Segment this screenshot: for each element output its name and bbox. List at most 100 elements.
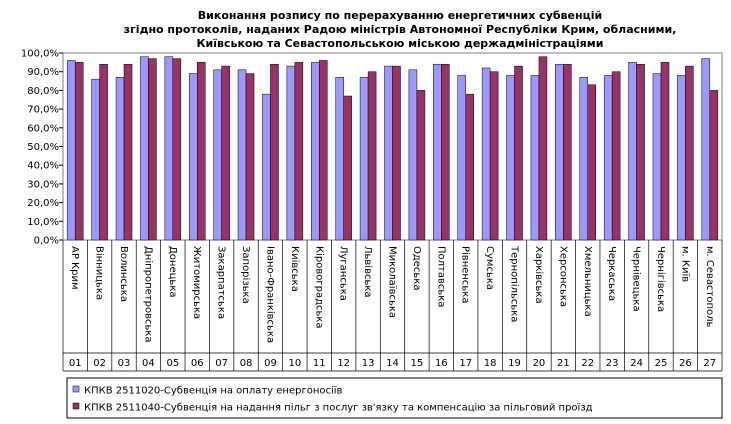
- bar: [91, 78, 100, 241]
- x-tick-label: Донецька: [167, 246, 178, 298]
- category-code: 25: [655, 358, 668, 369]
- x-tick-label: Тернопільська: [509, 245, 521, 322]
- category-code: 21: [557, 358, 570, 369]
- bar: [311, 62, 320, 241]
- bar: [140, 56, 149, 241]
- y-tick-label: 20,0%: [27, 198, 59, 209]
- bar: [538, 56, 548, 241]
- y-tick-label: 10,0%: [27, 217, 59, 228]
- x-tick-label: м. Київ: [679, 246, 690, 282]
- bar: [262, 93, 271, 241]
- bar: [709, 90, 719, 241]
- x-tick-label: Луганська: [338, 246, 349, 301]
- x-tick-label: Полтавська: [435, 246, 446, 307]
- category-code: 06: [191, 358, 204, 369]
- bar: [506, 75, 515, 241]
- y-tick-label: 60,0%: [27, 123, 59, 134]
- x-tick-label: Чернігівська: [655, 246, 667, 312]
- bar: [286, 65, 296, 241]
- bar: [123, 63, 133, 241]
- x-tick-label: Сумська: [484, 246, 495, 290]
- x-tick-label: Чернівецька: [631, 246, 643, 312]
- bar: [164, 56, 174, 241]
- bar: [628, 62, 637, 241]
- x-tick-label: м. Севастополь: [704, 246, 715, 328]
- bar: [221, 65, 230, 241]
- category-code: 09: [264, 358, 277, 369]
- x-tick-label: Черкаська: [606, 246, 617, 301]
- y-tick-label: 90,0%: [27, 67, 59, 78]
- category-code: 08: [240, 358, 253, 369]
- bar: [441, 63, 450, 241]
- bar: [188, 73, 198, 241]
- legend-swatch: [72, 402, 80, 410]
- category-code: 05: [166, 358, 179, 369]
- bar: [489, 71, 499, 241]
- category-code: 18: [484, 358, 497, 369]
- category-code: 17: [459, 358, 472, 369]
- category-code: 23: [606, 358, 619, 369]
- bar: [319, 60, 328, 241]
- category-code: 14: [386, 358, 399, 369]
- category-code: 07: [215, 358, 228, 369]
- chart-title: згідно протоколів, наданих Радою міністр…: [124, 23, 677, 36]
- x-tick-label: Миколаївська: [387, 246, 398, 318]
- bar: [514, 65, 523, 241]
- bar: [74, 62, 84, 241]
- x-tick-label: Волинська: [118, 246, 129, 302]
- category-code: 11: [313, 358, 326, 369]
- bar: [563, 63, 572, 241]
- bar: [611, 71, 621, 241]
- bar: [660, 62, 670, 241]
- chart-title: Виконання розпису по перерахуванню енерг…: [198, 9, 602, 22]
- category-code: 20: [533, 358, 546, 369]
- y-tick-label: 0,0%: [34, 236, 59, 247]
- bar: [416, 90, 426, 241]
- legend-label: КПКВ 2511020-Субвенція на оплату енергон…: [84, 385, 343, 397]
- bar: [359, 77, 369, 241]
- bar: [213, 69, 222, 241]
- x-tick-label: АР Крим: [69, 246, 80, 290]
- bar: [335, 77, 344, 241]
- legend-label: КПКВ 2511040-Субвенція на надання пільг …: [84, 402, 593, 414]
- bar: [701, 58, 711, 241]
- category-code: 26: [679, 358, 692, 369]
- bar: [408, 69, 418, 241]
- bar: [636, 63, 645, 241]
- x-tick-label: Кіровоградська: [313, 246, 325, 329]
- bar: [555, 63, 564, 241]
- x-tick-label: Закарпатська: [216, 246, 227, 319]
- x-tick-label: Житомирська: [191, 246, 202, 319]
- x-tick-label: Рівненська: [460, 246, 472, 304]
- x-tick-label: Запорізька: [240, 246, 252, 304]
- bar: [465, 93, 474, 241]
- chart-title: Київською та Севастопольською міською де…: [197, 37, 604, 50]
- category-code: 27: [703, 358, 716, 369]
- bar: [343, 95, 352, 241]
- bar: [294, 62, 304, 241]
- y-tick-label: 70,0%: [27, 105, 59, 116]
- category-code: 15: [411, 358, 424, 369]
- bar: [270, 63, 279, 241]
- bar: [457, 75, 466, 241]
- category-code: 24: [630, 358, 643, 369]
- y-tick-label: 30,0%: [27, 179, 59, 190]
- x-tick-label: Херсонська: [557, 246, 568, 307]
- category-code: 13: [362, 358, 375, 369]
- bar: [99, 63, 108, 241]
- x-tick-label: Одеська: [411, 246, 422, 291]
- y-tick-label: 100,0%: [21, 49, 59, 60]
- legend-box: [66, 377, 723, 419]
- bar: [66, 60, 76, 241]
- category-code: 12: [337, 358, 350, 369]
- x-tick-label: Вінницька: [94, 246, 106, 300]
- x-tick-label: Харківська: [533, 246, 545, 304]
- bar: [392, 65, 401, 241]
- bar: [384, 65, 393, 241]
- x-tick-label: Хмельницька: [582, 246, 593, 317]
- category-code: 04: [142, 358, 155, 369]
- category-code: 10: [289, 358, 302, 369]
- bar: [652, 73, 662, 241]
- bar: [587, 84, 597, 241]
